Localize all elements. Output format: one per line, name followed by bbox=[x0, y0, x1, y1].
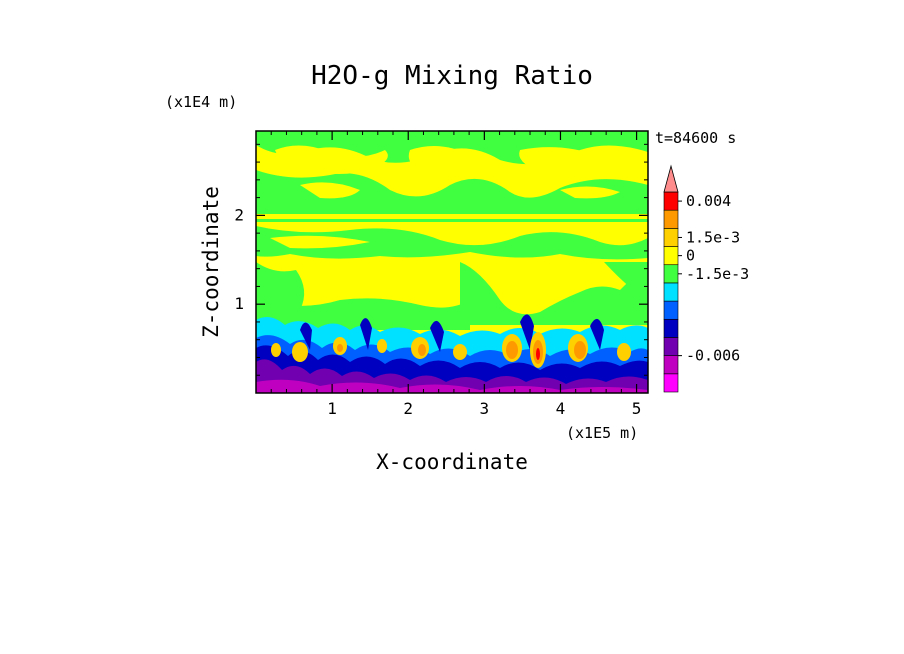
colorbar: 0.004 1.5e-30-1.5e-3 -0.006 bbox=[663, 164, 749, 393]
y-axis-label: Z-coordinate bbox=[199, 186, 223, 338]
x-axis-label: X-coordinate bbox=[376, 450, 528, 474]
y-multiplier: (x1E4 m) bbox=[165, 93, 237, 111]
x-tick-label: 4 bbox=[556, 399, 566, 418]
colorbar-swatch bbox=[663, 209, 679, 229]
colorbar-swatch bbox=[663, 228, 679, 247]
plumes-blue bbox=[300, 314, 604, 352]
x-tick-label: 1 bbox=[327, 399, 337, 418]
x-tick-label: 3 bbox=[480, 399, 490, 418]
x-tick-label: 5 bbox=[632, 399, 642, 418]
colorbar-swatch bbox=[663, 191, 679, 211]
chart-title: H2O-g Mixing Ratio bbox=[311, 61, 593, 91]
colorbar-swatch bbox=[663, 282, 679, 302]
colorbar-swatch bbox=[663, 318, 679, 338]
warm-patches bbox=[271, 332, 631, 368]
time-label: t=84600 s bbox=[655, 129, 736, 147]
plot-frame bbox=[255, 130, 649, 394]
colorbar-label: 0.004 bbox=[686, 192, 731, 210]
y-tick-label: 2 bbox=[234, 205, 244, 224]
y-tick-label: 1 bbox=[234, 294, 244, 313]
colorbar-swatch bbox=[663, 373, 679, 393]
colorbar-swatch bbox=[663, 300, 679, 320]
colorbar-label: -1.5e-3 bbox=[686, 265, 749, 283]
green-regions bbox=[256, 131, 648, 330]
colorbar-swatch bbox=[663, 264, 679, 284]
yellow-islands bbox=[270, 145, 620, 299]
x-multiplier: (x1E5 m) bbox=[566, 424, 638, 442]
colorbar-label: 0 bbox=[686, 247, 695, 265]
colorbar-label: 1.5e-3 bbox=[686, 228, 740, 246]
horizontal-bands bbox=[256, 212, 648, 222]
contour-field bbox=[256, 131, 648, 393]
colorbar-label: -0.006 bbox=[686, 347, 740, 365]
colorbar-extend-triangle bbox=[663, 164, 679, 193]
minor-ticks bbox=[256, 131, 648, 393]
magenta-band bbox=[256, 379, 648, 393]
x-tick-label: 2 bbox=[403, 399, 413, 418]
x-ticks: 1 2 3 4 5 bbox=[327, 131, 641, 418]
colorbar-swatch bbox=[663, 337, 679, 356]
y-ticks: 12 bbox=[234, 205, 648, 313]
colorbar-swatch bbox=[663, 246, 679, 266]
colorbar-swatch bbox=[663, 355, 679, 375]
